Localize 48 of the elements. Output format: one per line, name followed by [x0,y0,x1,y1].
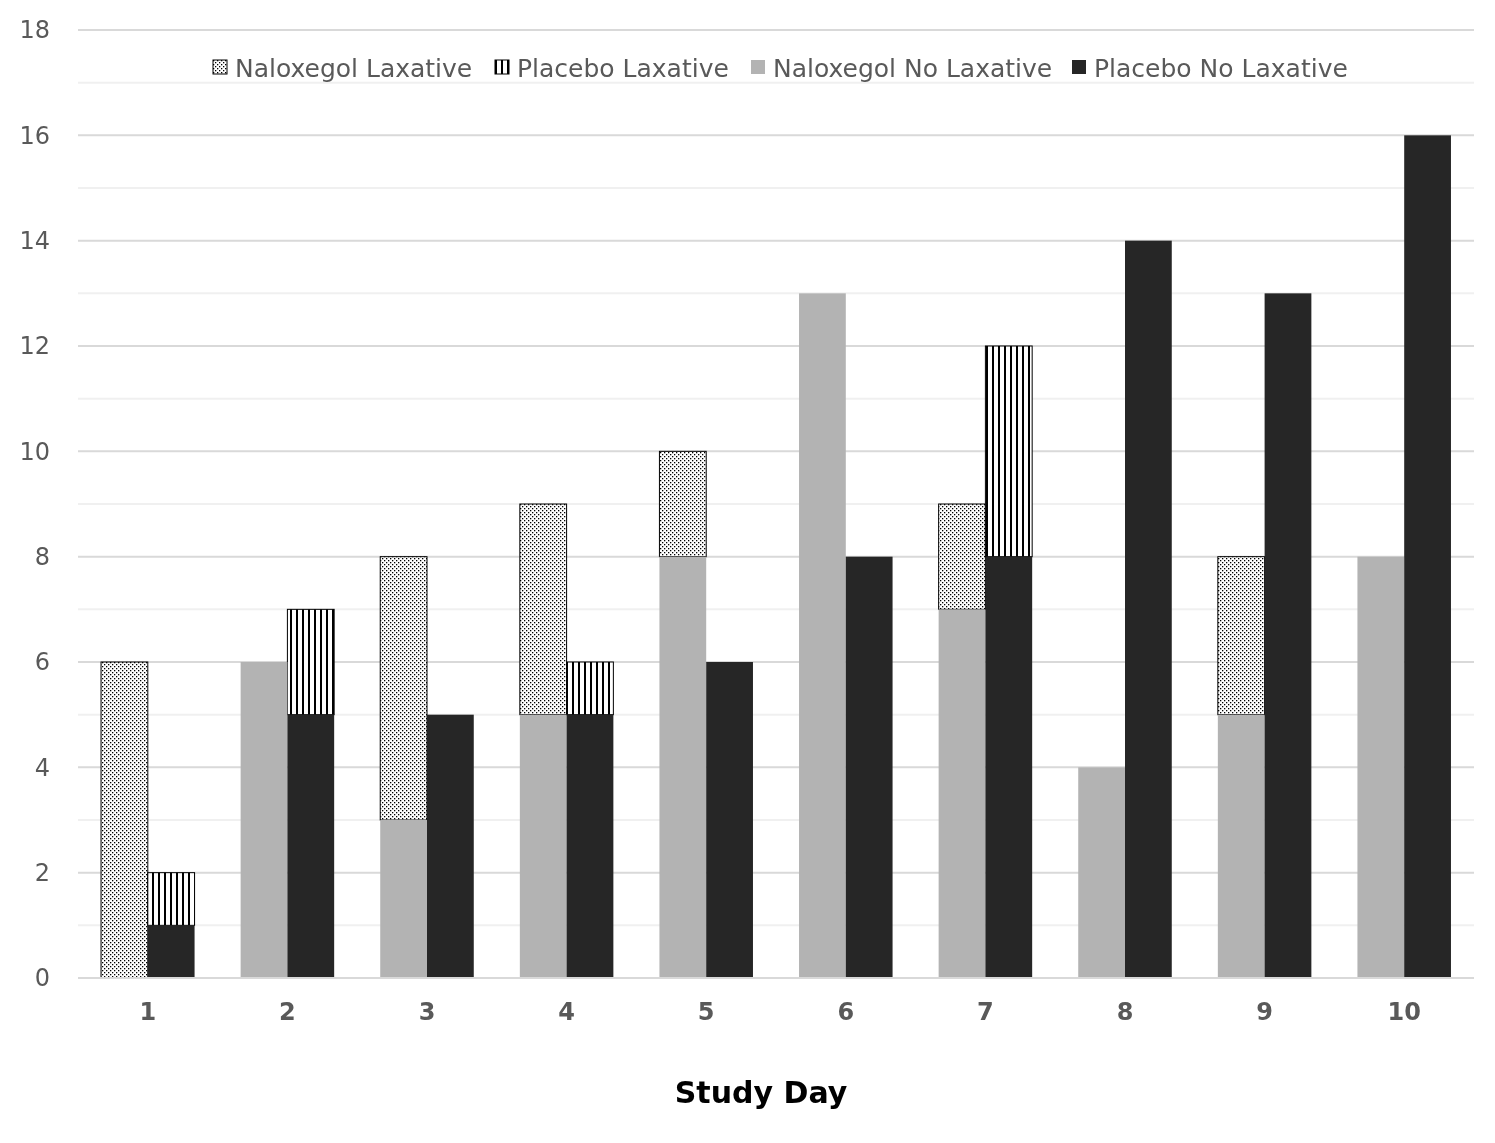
x-tick-label: 3 [418,998,436,1026]
bar [380,820,427,978]
bar [1217,714,1265,978]
legend-label: Naloxegol No Laxative [773,53,1053,83]
x-tick-label: 1 [139,998,157,1026]
bar [1404,135,1451,978]
legend-label: Placebo No Laxative [1094,53,1348,83]
y-tick-label: 18 [19,16,50,45]
bar [240,662,288,978]
x-tick-label: 10 [1387,998,1421,1026]
bar [799,293,846,978]
bar [1125,240,1172,978]
x-tick-label: 6 [837,998,855,1026]
bar [379,556,428,821]
x-tick-label: 7 [977,998,994,1026]
bar [519,714,567,978]
x-tick-label: 8 [1116,998,1134,1026]
bar [706,662,753,978]
legend-label: Naloxegol Laxative [235,53,473,83]
y-tick-label: 12 [19,332,50,361]
bar [1078,767,1125,978]
x-tick-label: 4 [558,998,575,1026]
bar [938,609,986,978]
bar [286,608,335,716]
bar [658,450,707,558]
bar [147,925,195,978]
x-tick-label: 9 [1256,998,1273,1026]
bar [1264,293,1312,978]
x-axis-title: Study Day [674,1075,848,1110]
bar [427,714,474,978]
y-tick-label: 6 [34,648,50,677]
bar [566,714,614,978]
y-tick-label: 10 [19,437,50,466]
y-tick-label: 2 [34,859,50,888]
bar [659,556,707,978]
bar [985,556,1033,978]
x-tick-label: 2 [279,998,296,1026]
bar [1217,556,1266,716]
y-tick-label: 16 [19,121,50,150]
bar [1357,556,1405,978]
y-tick-label: 0 [34,964,50,993]
x-tick-label: 5 [697,998,715,1026]
legend-label: Placebo Laxative [517,53,729,83]
y-tick-label: 8 [34,543,50,572]
bar [845,556,893,978]
y-tick-label: 4 [34,753,50,782]
y-tick-label: 14 [19,227,50,256]
bar [287,714,335,978]
